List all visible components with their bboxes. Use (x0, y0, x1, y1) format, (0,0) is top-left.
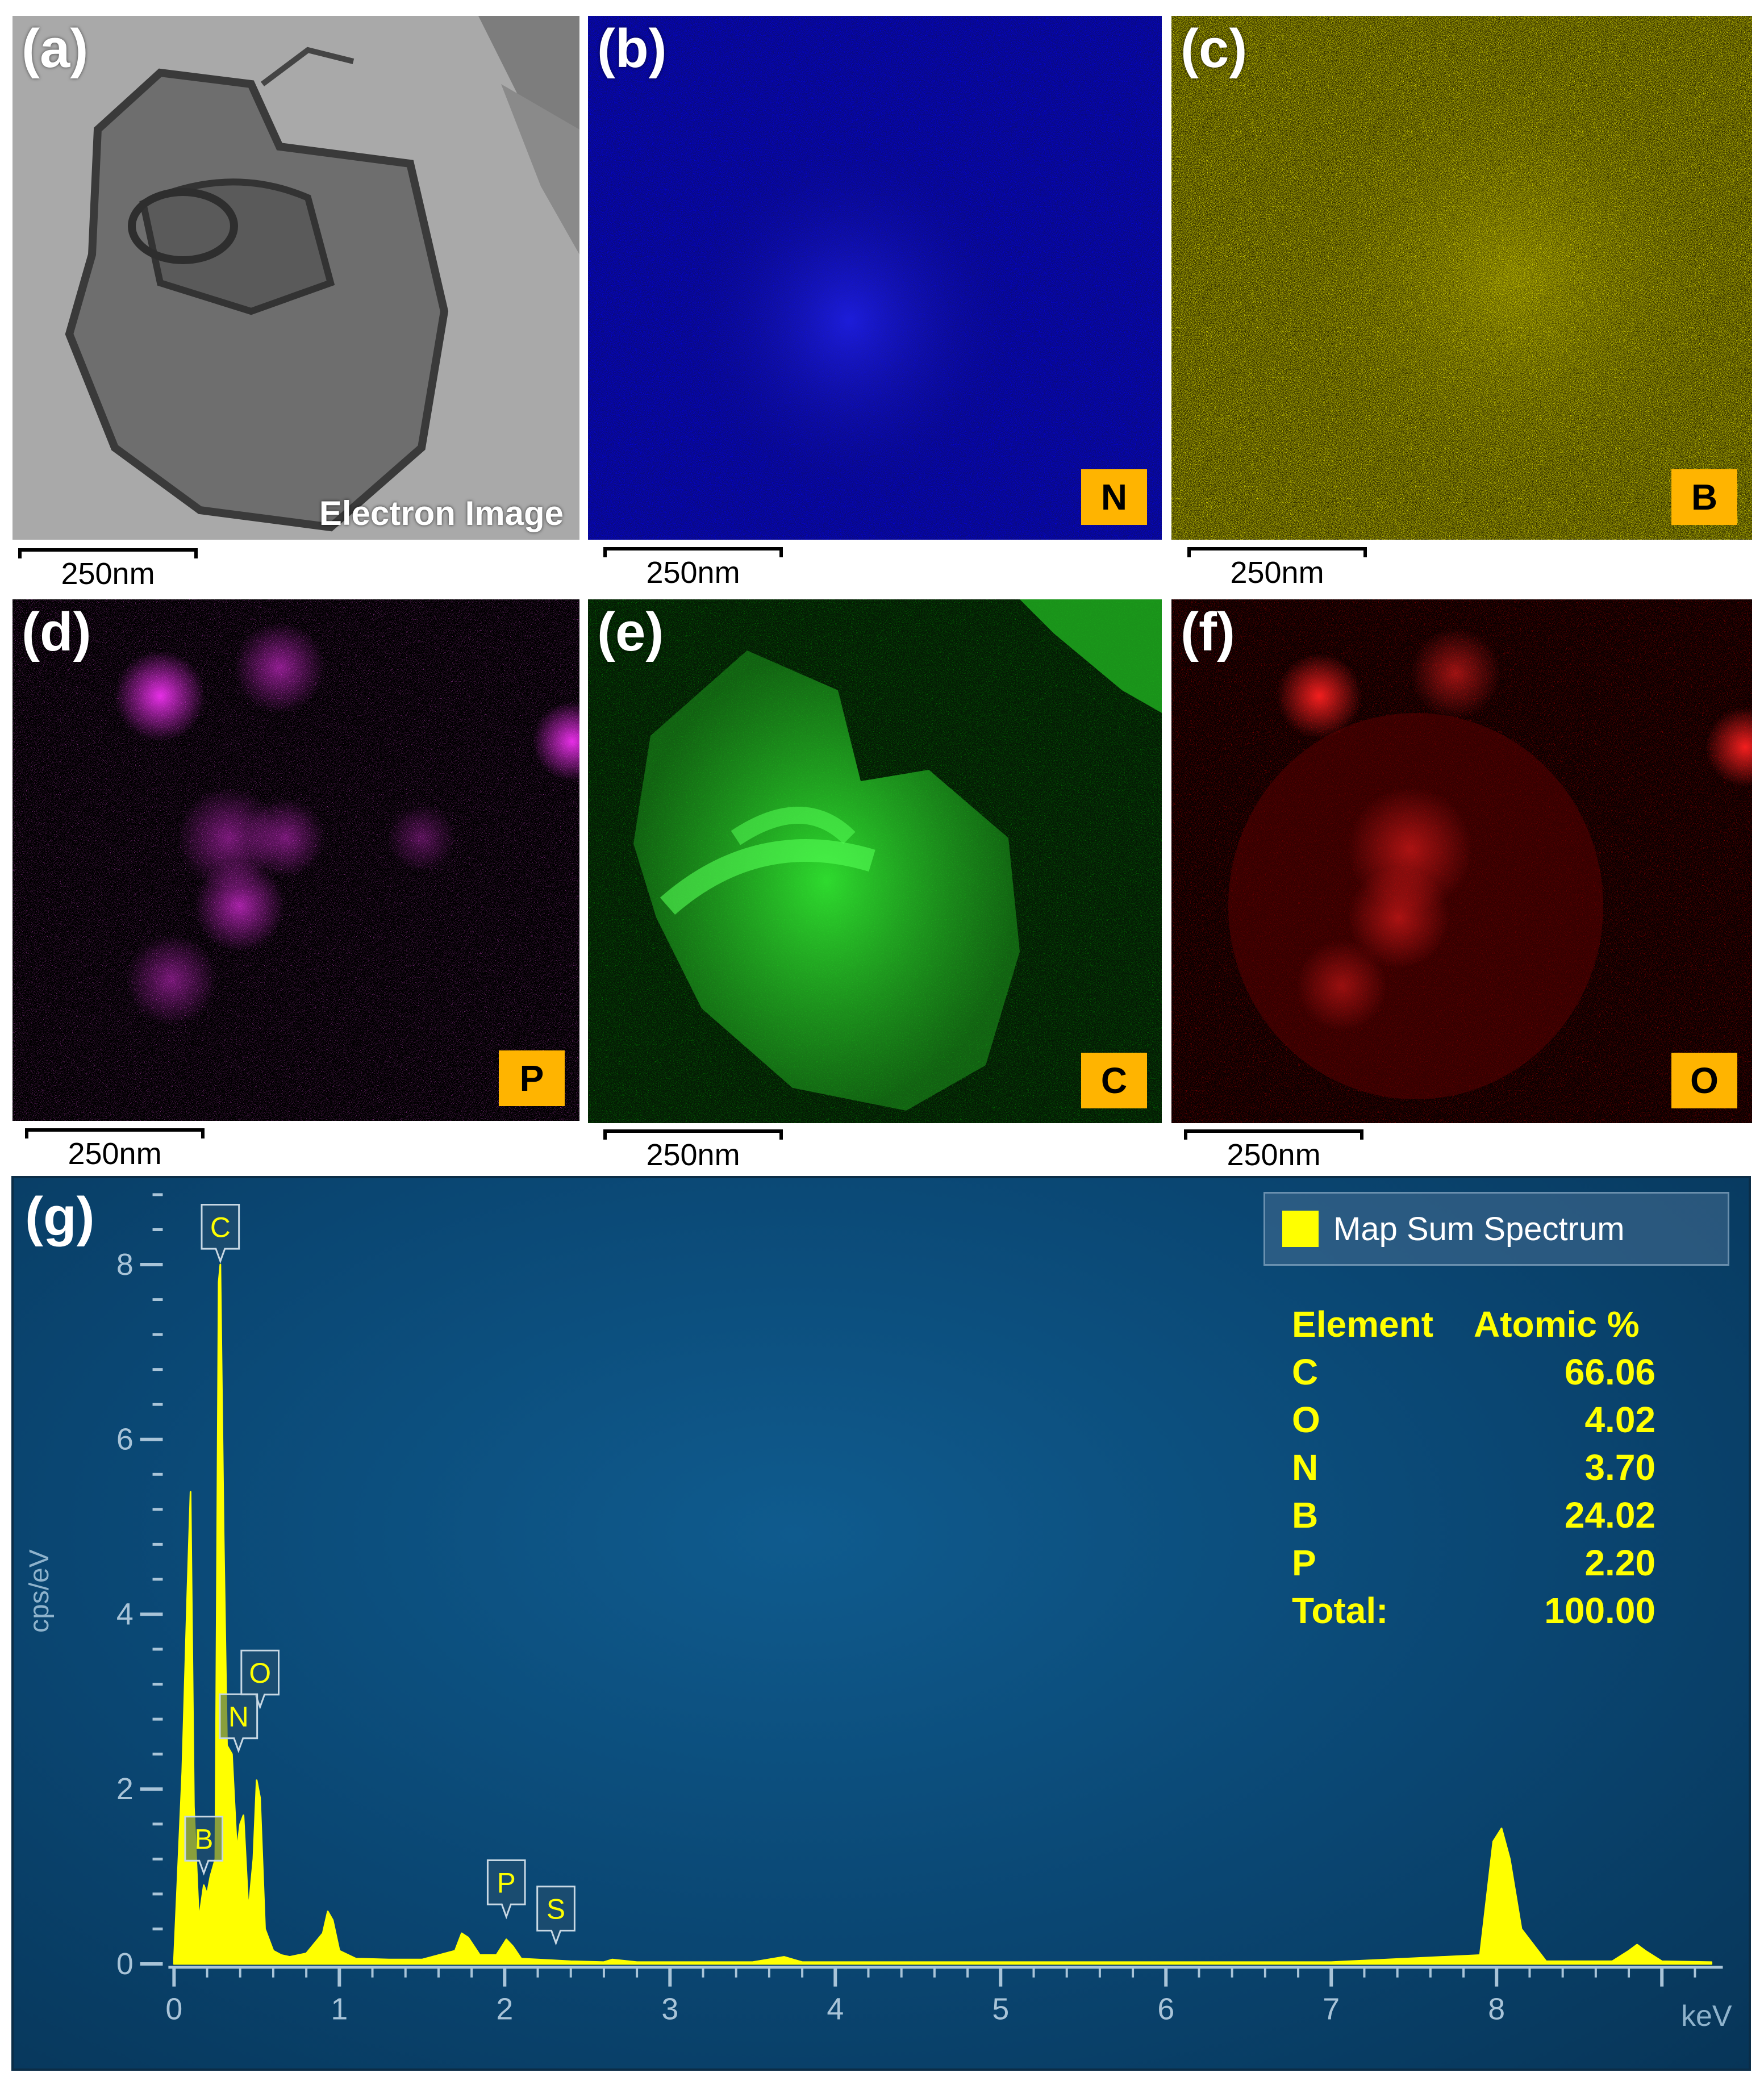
scale-bar-label: 250nm (646, 556, 740, 590)
cell-element: N (1292, 1447, 1319, 1488)
header-element: Element (1292, 1304, 1433, 1345)
peak-label: S (547, 1893, 565, 1925)
x-tick-label: 7 (1323, 1992, 1340, 2026)
scale-bar: 250nm (1184, 1129, 1363, 1181)
cell-value: 3.70 (1584, 1447, 1655, 1488)
peak-label: N (228, 1701, 249, 1733)
y-tick-label: 8 (116, 1248, 134, 1282)
y-tick-label: 4 (116, 1597, 134, 1631)
boron-map-panel: (c) B (1171, 16, 1752, 540)
scale-bar-label: 250nm (68, 1137, 162, 1171)
scale-bar-label: 250nm (1227, 1138, 1321, 1172)
element-badge-c: C (1081, 1053, 1147, 1108)
cell-element: C (1292, 1352, 1319, 1392)
peak-label-box (201, 1204, 240, 1264)
table-row: P 2.20 (1292, 1542, 1655, 1590)
peak-label-box (486, 1859, 526, 1920)
scale-bar-label: 250nm (61, 557, 155, 591)
peak-label: B (194, 1823, 213, 1855)
table-row: C 66.06 (1292, 1351, 1655, 1399)
chart-legend: Map Sum Spectrum (1263, 1192, 1729, 1266)
panel-label: (e) (597, 602, 664, 662)
element-badge-n: N (1081, 469, 1147, 525)
x-tick-label: 3 (661, 1992, 678, 2026)
x-tick-label: 2 (496, 1992, 513, 2026)
cell-value: 66.06 (1564, 1352, 1655, 1392)
boron-map (1171, 16, 1752, 540)
element-badge-p: P (499, 1050, 565, 1106)
cell-element: O (1292, 1399, 1320, 1440)
peak-label: P (497, 1867, 516, 1899)
peak-label: O (249, 1657, 271, 1689)
table-total-row: Total: 100.00 (1292, 1590, 1655, 1637)
carbon-map (588, 599, 1162, 1123)
oxygen-map (1171, 599, 1752, 1123)
phosphorus-map-panel: (d) P (12, 599, 579, 1121)
electron-image-panel: (a) Electron Image (12, 16, 579, 540)
peak-label: C (210, 1211, 231, 1243)
scale-bar: 250nm (1187, 547, 1367, 598)
table-row: N 3.70 (1292, 1446, 1655, 1494)
carbon-map-panel: (e) C (588, 599, 1162, 1123)
electron-image (12, 16, 579, 540)
composition-table: Element Atomic % C 66.06 O 4.02 N 3.70 B 24.… (1292, 1303, 1655, 1637)
spectrum-area (173, 1263, 1713, 1965)
header-atomic: Atomic % (1474, 1304, 1640, 1345)
cell-value: 4.02 (1584, 1399, 1655, 1440)
x-tick-label: 5 (992, 1992, 1009, 2026)
phosphorus-map (12, 599, 579, 1121)
panel-label: (f) (1181, 602, 1235, 662)
x-tick-label: 1 (331, 1992, 348, 2026)
scale-bar: 250nm (603, 547, 783, 598)
x-tick-label: 6 (1157, 1992, 1174, 2026)
nitrogen-map-panel: (b) N (588, 16, 1162, 540)
scale-bar: 250nm (25, 1128, 205, 1179)
panel-label: (b) (597, 18, 667, 79)
cell-element: B (1292, 1495, 1319, 1536)
electron-image-caption: Electron Image (319, 494, 564, 532)
cell-element: P (1292, 1542, 1316, 1583)
x-axis-label: keV (1681, 2000, 1732, 2033)
x-tick-label: 0 (165, 1992, 182, 2026)
panel-label: (d) (22, 602, 91, 662)
scale-bar-label: 250nm (646, 1138, 740, 1172)
scale-bar: 250nm (603, 1129, 783, 1181)
cell-value: 2.20 (1584, 1542, 1655, 1583)
scale-bar: 250nm (18, 548, 198, 599)
table-header: Element Atomic % (1292, 1303, 1655, 1351)
peak-label-box (219, 1693, 258, 1754)
cell-total-value: 100.00 (1544, 1590, 1655, 1631)
y-tick-label: 6 (116, 1423, 134, 1457)
y-tick-label: 2 (116, 1772, 134, 1806)
x-tick-label: 8 (1488, 1992, 1505, 2026)
peak-label-box (184, 1816, 224, 1876)
cell-value: 24.02 (1564, 1495, 1655, 1536)
legend-swatch (1282, 1211, 1319, 1247)
cell-total-label: Total: (1292, 1590, 1388, 1631)
y-tick-label: 0 (116, 1947, 134, 1981)
panel-label: (a) (22, 18, 89, 79)
legend-label: Map Sum Spectrum (1333, 1210, 1625, 1248)
scale-bar-label: 250nm (1230, 556, 1324, 590)
element-badge-b: B (1671, 469, 1737, 525)
oxygen-map-panel: (f) O (1171, 599, 1752, 1123)
x-tick-label: 4 (827, 1992, 844, 2026)
table-row: O 4.02 (1292, 1399, 1655, 1446)
element-badge-o: O (1671, 1053, 1737, 1108)
panel-label: (g) (25, 1186, 95, 1247)
peak-label-box (536, 1886, 576, 1946)
y-axis-label: cps/eV (24, 1549, 55, 1633)
panel-label: (c) (1181, 18, 1248, 79)
nitrogen-map (588, 16, 1162, 540)
table-row: B 24.02 (1292, 1494, 1655, 1542)
